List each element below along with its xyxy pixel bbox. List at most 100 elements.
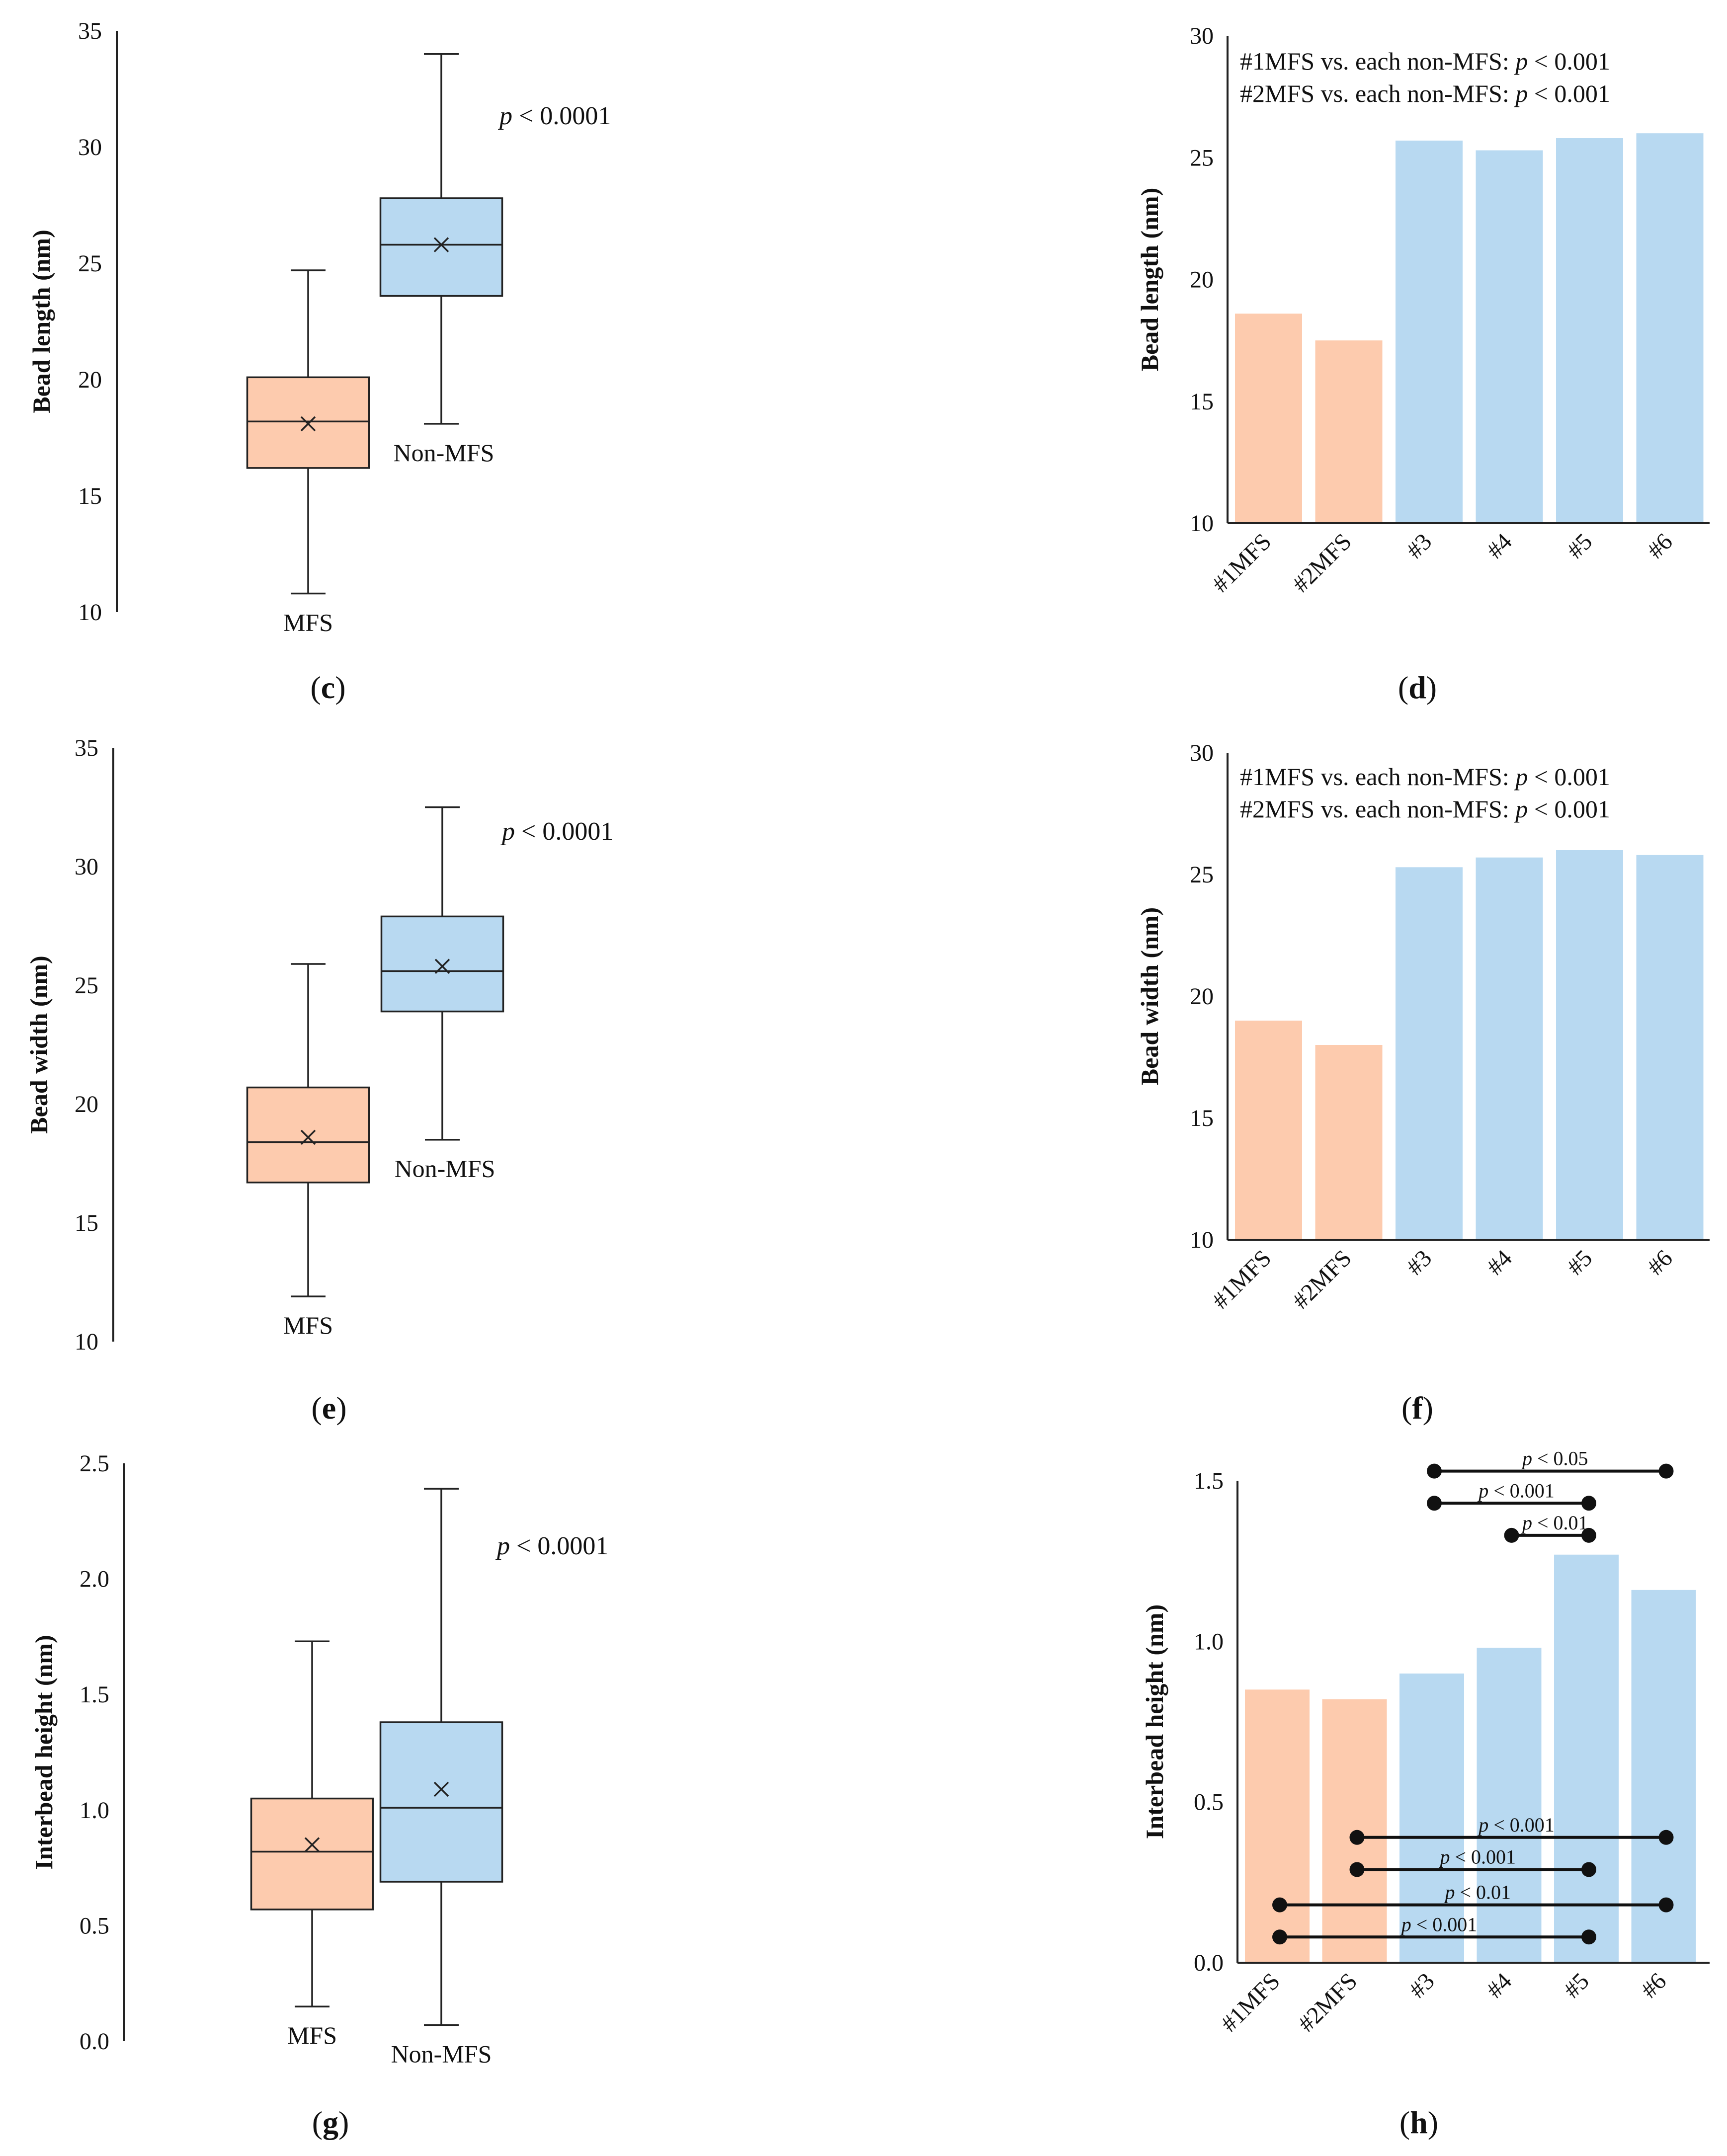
comparison-dot (1581, 1527, 1596, 1543)
y-tick-label: 1.5 (1194, 1468, 1224, 1494)
comparison-dot (1658, 1830, 1674, 1845)
y-tick-label: 15 (75, 1210, 98, 1236)
x-tick-label: #6 (1642, 528, 1677, 563)
comparison-dot (1581, 1862, 1596, 1877)
bar-#4 (1477, 1648, 1542, 1963)
x-tick-label: #4 (1481, 1245, 1517, 1280)
group-label: Non-MFS (395, 1155, 495, 1183)
y-tick-label: 25 (75, 972, 98, 999)
comparison-dot (1504, 1527, 1519, 1543)
y-tick-label: 25 (1190, 145, 1214, 171)
comparison-dot (1581, 1496, 1596, 1511)
group-label: MFS (287, 2021, 337, 2049)
comparison-dot (1581, 1929, 1596, 1945)
x-tick-label: #1MFS (1207, 528, 1276, 597)
comparison-p-label: p < 0.001 (1477, 1814, 1555, 1836)
panel-c: 10 15 20 25 30 35 Bead length (nm) MFS Non-MFS p … (27, 18, 611, 705)
comparison-p-label: p < 0.001 (1477, 1479, 1555, 1502)
y-axis-title: Interbead height (nm) (30, 1635, 58, 1869)
x-tick-label: #6 (1642, 1245, 1677, 1280)
group-label: Non-MFS (391, 2040, 492, 2068)
x-tick-label: #3 (1401, 528, 1437, 563)
y-tick-label: 30 (1190, 23, 1214, 49)
bar-#3 (1399, 1674, 1464, 1963)
panel-label: (c) (310, 670, 345, 705)
y-axis-title: Bead width (nm) (1136, 907, 1163, 1085)
y-tick-label: 15 (78, 483, 102, 509)
y-tick-label: 15 (1190, 389, 1214, 415)
bar-#5 (1554, 1554, 1619, 1963)
y-tick-label: 0.0 (1194, 1950, 1224, 1976)
bar-#2MFS (1315, 1045, 1383, 1240)
panel-g: 0.0 0.5 1.0 1.5 2.0 2.5 Interbead height (nm) M… (30, 1450, 608, 2140)
y-tick-label: 1.5 (80, 1681, 109, 1708)
y-axis-title: Bead width (nm) (25, 956, 53, 1133)
box-non-mfs (380, 915, 504, 1013)
box-mfs (246, 1086, 370, 1184)
panel-label: (g) (312, 2105, 349, 2140)
box-mfs (250, 1797, 374, 1911)
y-tick-label: 2.5 (80, 1450, 109, 1477)
panel-e: 10 15 20 25 30 35 Bead width (nm) MFS Non-MFS p <… (25, 735, 613, 1426)
bar-#1MFS (1245, 1689, 1310, 1963)
x-tick-label: #2MFS (1287, 1245, 1356, 1314)
bar-#2MFS (1315, 340, 1383, 523)
bar-#4 (1476, 857, 1543, 1240)
group-label: MFS (283, 1311, 333, 1339)
y-tick-label: 0.5 (80, 1913, 109, 1939)
bar-#6 (1636, 855, 1704, 1240)
x-tick-label: #5 (1559, 1968, 1594, 2003)
panel-h: 0.0 0.5 1.0 1.5 Interbead height (nm) #1MFS #2… (1141, 1447, 1710, 2140)
y-tick-label: 1.0 (1194, 1628, 1224, 1655)
comparison-dot (1658, 1463, 1674, 1479)
group-label: MFS (283, 609, 333, 637)
panel-d: 10 15 20 25 30 Bead length (nm) #1MFS #2MFS #3 #4… (1136, 23, 1710, 705)
comparison-p-label: p < 0.001 (1438, 1845, 1516, 1868)
y-tick-label: 30 (75, 854, 98, 880)
comparison-dot (1658, 1897, 1674, 1913)
significance-note: #2MFS vs. each non-MFS: p < 0.001 (1240, 80, 1610, 107)
bar-#5 (1556, 850, 1623, 1240)
y-tick-label: 20 (75, 1091, 98, 1118)
box-non-mfs (379, 197, 503, 297)
x-tick-label: #6 (1636, 1968, 1671, 2003)
y-axis-title: Bead length (nm) (27, 230, 55, 413)
y-tick-label: 10 (75, 1329, 98, 1355)
comparison-dot (1272, 1929, 1287, 1945)
y-tick-label: 30 (78, 134, 102, 160)
p-value-annotation: p < 0.0001 (500, 817, 613, 846)
x-tick-label: #5 (1562, 528, 1597, 563)
x-tick-label: #1MFS (1216, 1968, 1285, 2037)
x-tick-label: #3 (1401, 1245, 1437, 1280)
bar-#5 (1556, 138, 1623, 523)
comparison-p-label: p < 0.01 (1443, 1881, 1511, 1904)
y-tick-label: 20 (1190, 267, 1214, 293)
y-tick-label: 25 (78, 250, 102, 277)
comparison-dot (1427, 1463, 1442, 1479)
x-tick-label: #2MFS (1287, 528, 1356, 597)
x-tick-label: #4 (1481, 1968, 1517, 2003)
y-axis-title: Interbead height (nm) (1141, 1604, 1168, 1839)
x-tick-label: #1MFS (1207, 1245, 1276, 1314)
mean-marker (433, 237, 449, 252)
y-tick-label: 10 (78, 599, 102, 626)
y-tick-label: 35 (78, 18, 102, 44)
y-tick-label: 0.5 (1194, 1789, 1224, 1816)
bar-#3 (1396, 140, 1463, 523)
y-tick-label: 10 (1190, 510, 1214, 537)
y-tick-label: 30 (1190, 740, 1214, 766)
y-axis-title: Bead length (nm) (1136, 188, 1163, 371)
x-tick-label: #2MFS (1293, 1968, 1362, 2037)
comparison-p-label: p < 0.01 (1521, 1512, 1588, 1534)
bar-#1MFS (1235, 314, 1302, 523)
bar-#6 (1636, 133, 1704, 523)
x-tick-label: #4 (1481, 528, 1517, 563)
y-tick-label: 15 (1190, 1105, 1214, 1131)
mean-marker (433, 1781, 449, 1797)
group-label: Non-MFS (394, 439, 494, 467)
significance-note: #2MFS vs. each non-MFS: p < 0.001 (1240, 795, 1610, 823)
bar-#1MFS (1235, 1021, 1302, 1240)
y-tick-label: 2.0 (80, 1566, 109, 1593)
y-tick-label: 1.0 (80, 1797, 109, 1824)
comparison-p-label: p < 0.001 (1400, 1913, 1478, 1935)
